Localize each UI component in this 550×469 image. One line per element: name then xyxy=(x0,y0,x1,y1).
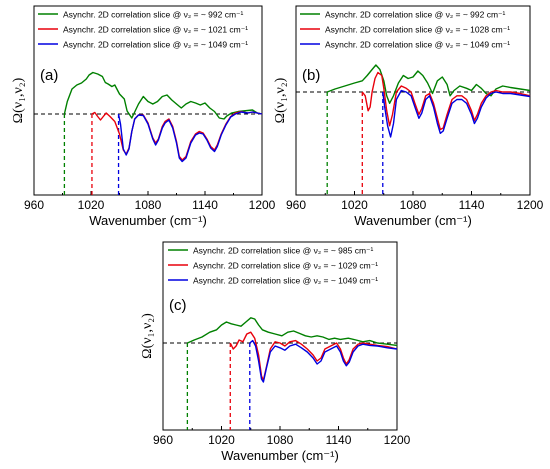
x-tick-label: 1080 xyxy=(267,433,294,447)
x-tick-label: 1020 xyxy=(78,198,105,212)
legend-label-2: Asynchr. 2D correlation slice @ ν₂ = ~ 1… xyxy=(63,25,248,35)
x-tick-label: 1020 xyxy=(341,198,368,212)
series-line-1 xyxy=(326,64,531,104)
panel-label: (c) xyxy=(169,297,187,314)
chart-panel-3: 960 1020 1080 1140 1200 Wavenumber (cm⁻¹) Ω(ν₁… xyxy=(140,241,411,463)
series-line-2 xyxy=(229,331,398,381)
x-tick-label: 960 xyxy=(153,433,173,447)
series-line-1 xyxy=(63,71,263,120)
legend-label-3: Asynchr. 2D correlation slice @ ν₂ = ~ 1… xyxy=(193,276,378,286)
chart-panel-1: 960 1020 1080 1140 1200 Wavenumber (cm⁻¹) Ω(ν₁… xyxy=(11,5,276,228)
legend-label-1: Asynchr. 2D correlation slice @ ν₂ = ~ 9… xyxy=(63,10,244,20)
series-line-3 xyxy=(117,111,263,163)
x-tick-label: 1080 xyxy=(400,198,427,212)
y-axis-label: Ω(ν₁,ν₂) xyxy=(273,77,288,123)
legend-label-2: Asynchr. 2D correlation slice @ ν₂ = ~ 1… xyxy=(193,261,378,271)
x-tick-label: 1200 xyxy=(384,433,411,447)
x-tick-label: 1080 xyxy=(135,198,162,212)
x-tick-label: 1020 xyxy=(208,433,235,447)
x-axis-label: Wavenumber (cm⁻¹) xyxy=(89,213,207,228)
x-tick-label: 1140 xyxy=(192,198,218,212)
x-tick-label: 960 xyxy=(286,198,306,212)
x-tick-label: 1200 xyxy=(517,198,544,212)
series-line-2 xyxy=(361,71,531,131)
panel-label: (a) xyxy=(40,67,58,84)
chart-panel-2: 960 1020 1080 1140 1200 Wavenumber (cm⁻¹) Ω(ν₁… xyxy=(273,5,544,228)
x-axis-label: Wavenumber (cm⁻¹) xyxy=(354,213,472,228)
legend-label-1: Asynchr. 2D correlation slice @ ν₂ = ~ 9… xyxy=(325,10,506,20)
x-tick-label: 1140 xyxy=(326,433,352,447)
legend-label-3: Asynchr. 2D correlation slice @ ν₂ = ~ 1… xyxy=(63,40,248,50)
y-axis-label: Ω(ν₁,ν₂) xyxy=(11,77,26,123)
legend-label-1: Asynchr. 2D correlation slice @ ν₂ = ~ 9… xyxy=(193,246,374,256)
x-tick-label: 960 xyxy=(24,198,44,212)
legend-label-3: Asynchr. 2D correlation slice @ ν₂ = ~ 1… xyxy=(325,40,510,50)
series-line-3 xyxy=(249,339,398,383)
x-tick-label: 1140 xyxy=(459,198,485,212)
y-axis-label: Ω(ν₁,ν₂) xyxy=(140,313,155,359)
legend-label-2: Asynchr. 2D correlation slice @ ν₂ = ~ 1… xyxy=(325,25,510,35)
series-line-2 xyxy=(91,110,263,161)
series-line-3 xyxy=(382,89,531,138)
panel-label: (b) xyxy=(302,67,320,84)
x-tick-label: 1200 xyxy=(249,198,276,212)
series-line-1 xyxy=(187,317,398,347)
x-axis-label: Wavenumber (cm⁻¹) xyxy=(221,448,339,463)
